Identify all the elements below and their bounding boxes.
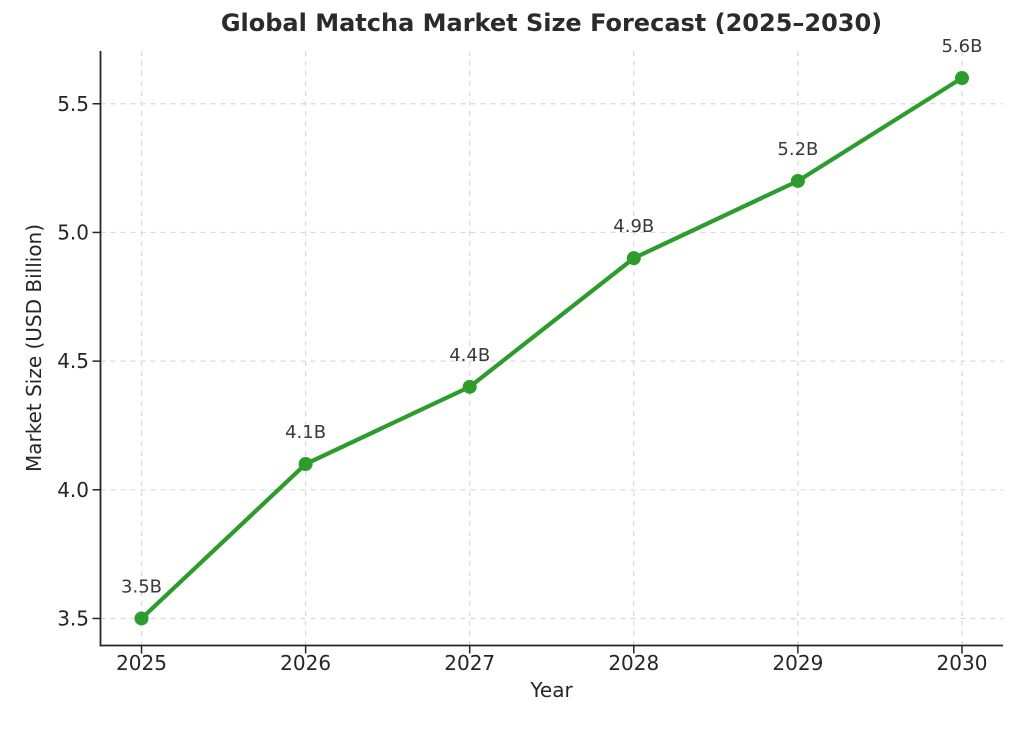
data-line [139,75,965,621]
data-point-marker [626,251,641,266]
y-axis-label: Market Size (USD Billion) [22,223,46,473]
data-point-marker [954,71,969,86]
x-axis-label: Year [530,678,573,702]
chart-title: Global Matcha Market Size Forecast (2025… [220,9,883,37]
y-tick-label: 4.5 [57,349,89,373]
data-point-marker [462,379,477,394]
x-tick-label: 2027 [444,651,495,675]
data-point-label: 5.6B [941,36,982,57]
x-tick-label: 2025 [116,651,167,675]
data-point-marker [134,611,149,626]
y-tick-label: 3.5 [57,606,89,630]
y-tick-label: 4.0 [57,478,89,502]
y-tick-label: 5.0 [57,220,89,244]
y-tick-label: 5.5 [57,92,89,116]
data-point-label: 3.5B [121,576,162,597]
x-tick-label: 2029 [772,651,823,675]
x-tick-label: 2030 [937,651,988,675]
x-tick-label: 2028 [608,651,659,675]
data-point-label: 5.2B [777,139,818,160]
data-point-label: 4.1B [285,422,326,443]
x-tick-label: 2026 [280,651,331,675]
data-point-marker [298,457,313,472]
data-point-label: 4.4B [449,345,490,366]
data-point-label: 4.9B [613,216,654,237]
data-point-marker [790,173,805,188]
